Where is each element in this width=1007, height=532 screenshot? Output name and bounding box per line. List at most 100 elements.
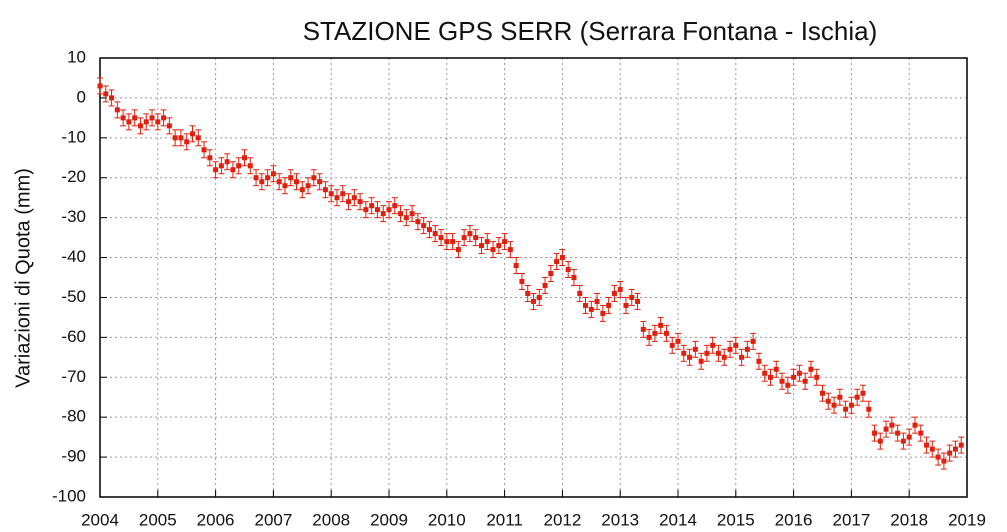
- point: [178, 135, 184, 141]
- point: [889, 422, 895, 428]
- y-tick-label: 0: [77, 87, 86, 106]
- point: [802, 378, 808, 384]
- point: [762, 370, 768, 376]
- point: [733, 342, 739, 348]
- point: [398, 211, 404, 217]
- point: [837, 394, 843, 400]
- plot-frame: [99, 57, 968, 498]
- point: [172, 135, 178, 141]
- point: [328, 191, 334, 197]
- point: [814, 374, 820, 380]
- point: [658, 322, 664, 328]
- x-tick-label: 2015: [717, 510, 755, 529]
- point: [276, 179, 282, 185]
- point: [854, 394, 860, 400]
- y-tick-label: -100: [52, 486, 86, 505]
- point: [363, 207, 369, 213]
- point: [675, 338, 681, 344]
- point: [715, 350, 721, 356]
- point: [629, 294, 635, 300]
- point: [161, 115, 167, 121]
- point: [531, 298, 536, 304]
- point: [635, 298, 641, 304]
- point: [929, 446, 935, 452]
- point: [132, 115, 138, 121]
- point: [502, 239, 508, 245]
- point: [912, 422, 918, 428]
- point: [195, 135, 201, 141]
- point: [623, 302, 629, 308]
- point: [143, 119, 149, 125]
- point: [438, 235, 444, 241]
- point: [773, 366, 779, 372]
- point: [236, 163, 242, 169]
- x-tick-label: 2010: [428, 510, 466, 529]
- y-tick-label: -80: [61, 407, 86, 426]
- point: [785, 382, 791, 388]
- y-tick-label: -20: [61, 167, 86, 186]
- point: [594, 298, 600, 304]
- point: [201, 147, 207, 153]
- point: [109, 95, 115, 101]
- point: [97, 83, 103, 89]
- chart-title: STAZIONE GPS SERR (Serrara Fontana - Isc…: [303, 16, 878, 46]
- point: [848, 402, 854, 408]
- point: [548, 271, 554, 277]
- point: [611, 290, 617, 296]
- point: [924, 442, 930, 448]
- y-tick-label: -60: [61, 327, 86, 346]
- point: [299, 187, 305, 193]
- point: [137, 123, 143, 129]
- x-tick-label: 2006: [197, 510, 235, 529]
- x-tick-label: 2008: [312, 510, 350, 529]
- point: [918, 430, 924, 436]
- point: [808, 366, 814, 372]
- point: [473, 235, 479, 241]
- x-tick-label: 2019: [948, 510, 986, 529]
- y-tick-label: -50: [61, 287, 86, 306]
- x-tick-label: 2018: [890, 510, 928, 529]
- x-tick-label: 2012: [543, 510, 581, 529]
- point: [935, 454, 941, 460]
- point: [565, 267, 571, 273]
- point: [403, 215, 409, 221]
- point: [166, 123, 172, 129]
- y-tick-label: 10: [67, 47, 86, 66]
- x-tick-label: 2005: [139, 510, 177, 529]
- point: [866, 406, 872, 412]
- point: [872, 430, 878, 436]
- point: [640, 326, 646, 332]
- point: [554, 259, 560, 265]
- point: [843, 406, 849, 412]
- point: [189, 131, 195, 137]
- point: [958, 442, 964, 448]
- point: [496, 243, 502, 249]
- point: [536, 294, 542, 300]
- point: [247, 163, 253, 169]
- point: [322, 187, 328, 193]
- point: [663, 330, 669, 336]
- point: [947, 450, 953, 456]
- x-tick-label: 2007: [254, 510, 292, 529]
- point: [184, 139, 190, 145]
- point: [242, 155, 247, 161]
- point: [646, 334, 652, 340]
- point: [877, 438, 883, 444]
- point: [317, 179, 323, 185]
- point: [374, 207, 380, 213]
- point: [617, 286, 623, 292]
- x-tick-label: 2016: [775, 510, 813, 529]
- y-tick-label: -10: [61, 127, 86, 146]
- point: [103, 91, 109, 97]
- x-tick-label: 2014: [659, 510, 697, 529]
- point: [687, 354, 693, 360]
- point: [386, 207, 392, 213]
- point: [426, 227, 432, 233]
- point: [270, 171, 276, 177]
- point: [415, 219, 421, 225]
- y-tick-label: -70: [61, 367, 86, 386]
- point: [559, 255, 565, 261]
- point: [467, 231, 473, 237]
